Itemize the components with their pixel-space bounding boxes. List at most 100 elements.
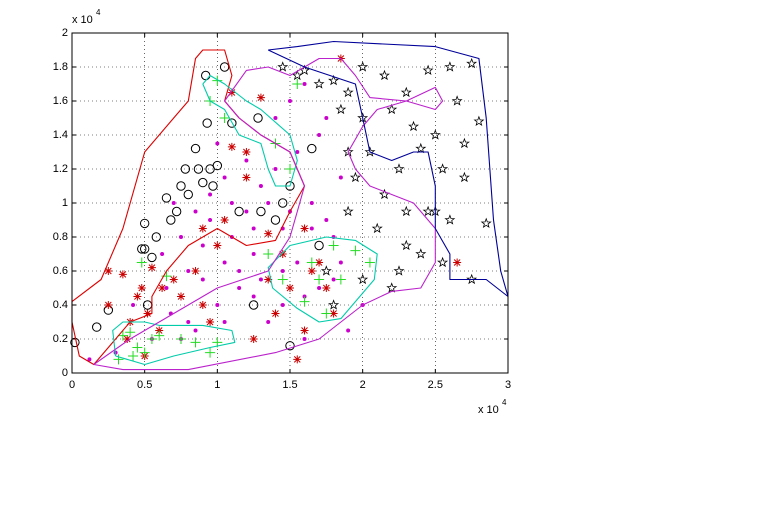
point — [263, 249, 274, 259]
y-tick-label: 1 — [62, 197, 68, 209]
point — [342, 205, 354, 217]
x-tick-label: 3 — [505, 379, 511, 391]
point — [208, 218, 213, 222]
y-tick-label: 2 — [62, 27, 68, 39]
point — [400, 86, 412, 98]
point — [302, 82, 307, 86]
point — [198, 224, 207, 233]
point — [393, 163, 405, 174]
y-tick-label: 0.4 — [53, 299, 68, 311]
point — [193, 164, 204, 174]
point — [300, 326, 309, 335]
series — [87, 82, 365, 362]
point — [386, 103, 398, 115]
point — [273, 116, 278, 120]
y-tick-label: 1.8 — [53, 61, 68, 73]
x-multiplier: x 10 — [478, 404, 499, 416]
point — [179, 235, 183, 239]
point — [190, 337, 201, 348]
point — [314, 274, 325, 285]
point — [346, 328, 351, 333]
point — [286, 284, 294, 292]
point — [302, 337, 307, 341]
point — [357, 61, 369, 72]
point — [176, 334, 186, 344]
point — [128, 351, 139, 361]
point — [342, 146, 354, 157]
point — [256, 93, 265, 102]
y-tick-label: 0.2 — [53, 333, 68, 345]
point — [288, 99, 292, 103]
x-tick-label: 2 — [360, 379, 366, 391]
point — [444, 61, 456, 72]
point — [212, 160, 223, 171]
point — [177, 292, 185, 301]
point — [208, 192, 213, 197]
point — [415, 142, 427, 154]
point — [186, 269, 191, 273]
point — [342, 86, 354, 98]
y-tick-label: 0.6 — [53, 265, 68, 277]
point — [155, 326, 164, 335]
point — [338, 260, 343, 265]
point — [123, 335, 132, 343]
point — [328, 74, 340, 86]
point — [466, 273, 478, 285]
point — [299, 296, 310, 307]
point — [349, 171, 361, 183]
x-tick-label: 0.5 — [137, 379, 152, 391]
point — [154, 330, 165, 341]
point — [306, 257, 317, 268]
point — [285, 164, 295, 174]
point — [437, 163, 449, 174]
point — [458, 171, 470, 183]
point — [242, 148, 251, 156]
point — [137, 244, 147, 254]
point — [222, 320, 227, 324]
point — [453, 258, 462, 267]
point — [160, 252, 165, 256]
point — [169, 275, 178, 284]
point — [270, 215, 281, 225]
point — [139, 244, 150, 254]
point — [251, 226, 256, 231]
point — [139, 347, 150, 358]
point — [295, 150, 300, 154]
axes-box — [71, 32, 509, 374]
point — [393, 265, 405, 276]
point — [143, 309, 152, 318]
point — [200, 277, 205, 282]
y-tick-label: 1.4 — [53, 129, 68, 141]
series — [277, 57, 492, 310]
point — [415, 248, 427, 259]
x-tick-label: 1 — [214, 379, 220, 391]
point — [258, 184, 263, 188]
point — [164, 286, 169, 290]
point — [317, 286, 322, 290]
point — [422, 64, 434, 76]
point — [371, 222, 383, 234]
point — [205, 347, 216, 358]
point — [357, 273, 369, 285]
point — [244, 209, 249, 214]
point — [291, 69, 303, 81]
point — [295, 260, 300, 265]
point — [321, 308, 332, 319]
point — [315, 258, 324, 267]
point — [322, 284, 331, 292]
point — [378, 69, 390, 81]
point — [229, 201, 234, 205]
point — [146, 334, 157, 344]
x-tick-label: 1.5 — [282, 379, 297, 391]
point — [136, 257, 147, 268]
point — [251, 252, 256, 256]
point — [147, 252, 157, 263]
point — [266, 201, 271, 205]
point — [198, 301, 207, 309]
point — [166, 215, 176, 225]
point — [429, 129, 441, 140]
contour — [267, 236, 378, 323]
point — [151, 232, 161, 242]
point — [317, 133, 322, 137]
point — [350, 245, 361, 256]
